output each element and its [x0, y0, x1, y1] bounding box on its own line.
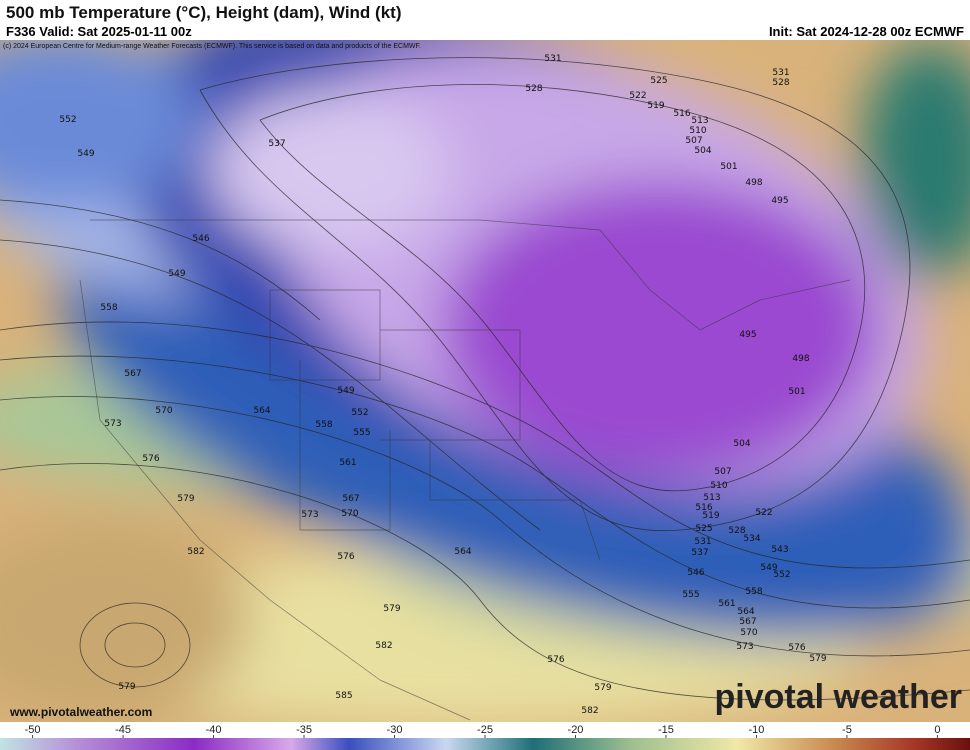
contour-label: 582 [187, 547, 204, 557]
contour-label: 495 [739, 330, 756, 340]
contour-label: 501 [720, 162, 737, 172]
contour-label: 546 [687, 568, 704, 578]
contour-label: 570 [740, 628, 757, 638]
contour-label: 558 [745, 587, 762, 597]
contour-label: 552 [59, 115, 76, 125]
contour-label: 510 [710, 481, 727, 491]
contour-label: 570 [155, 406, 172, 416]
contour-label: 549 [760, 563, 777, 573]
colorbar-label: -20 [568, 724, 584, 736]
contour-label: 564 [737, 607, 754, 617]
colorbar-label: -15 [658, 724, 674, 736]
contour-label: 558 [315, 420, 332, 430]
contour-label: 516 [673, 109, 690, 119]
contour-label: 573 [301, 510, 318, 520]
colorbar-label: -30 [387, 724, 403, 736]
contour-label: 576 [547, 655, 564, 665]
borders [79, 219, 851, 721]
contour-label: 582 [581, 706, 598, 716]
contour-label: 528 [772, 78, 789, 88]
contour-label: 528 [525, 84, 542, 94]
contour-label: 537 [268, 139, 285, 149]
contour-label: 573 [736, 642, 753, 652]
contour-label: 585 [335, 691, 352, 701]
height-contours [0, 57, 970, 701]
colorbar-label: -40 [206, 724, 222, 736]
colorbar-label: -35 [296, 724, 312, 736]
logo: pivotal weather [714, 678, 962, 716]
contour-label: 546 [192, 234, 209, 244]
contour-label: 522 [629, 91, 646, 101]
contour-label: 513 [691, 116, 708, 126]
contour-label: 519 [702, 511, 719, 521]
url: www.pivotalweather.com [9, 705, 152, 719]
contour-label: 501 [788, 387, 805, 397]
title: 500 mb Temperature (°C), Height (dam), W… [6, 3, 401, 22]
init-time: Init: Sat 2024-12-28 00z ECMWF [769, 24, 964, 39]
valid-time: F336 Valid: Sat 2025-01-11 00z [6, 24, 192, 39]
contour-label: 531 [694, 537, 711, 547]
contour-label: 537 [691, 548, 708, 558]
colorbar-label: -50 [25, 724, 41, 736]
contour-label: 504 [694, 146, 711, 156]
contour-label: 576 [788, 643, 805, 653]
contour-label: 519 [647, 101, 664, 111]
contour-label: 555 [353, 428, 370, 438]
map [0, 40, 970, 722]
contour-label: 528 [728, 526, 745, 536]
contour-label: 582 [375, 641, 392, 651]
contour-label: 579 [594, 683, 611, 693]
contour-label: 549 [337, 386, 354, 396]
contour-label: 552 [351, 408, 368, 418]
contour-label: 558 [100, 303, 117, 313]
contour-label: 564 [454, 547, 471, 557]
contour-label: 573 [104, 419, 121, 429]
contour-label: 564 [253, 406, 270, 416]
contour-label: 531 [772, 68, 789, 78]
contour-label: 513 [703, 493, 720, 503]
colorbar-label: -45 [115, 724, 131, 736]
contour-label: 504 [733, 439, 750, 449]
colorbar-label: -5 [842, 724, 852, 736]
contour-label: 555 [682, 590, 699, 600]
contour-label: 510 [689, 126, 706, 136]
contour-label: 561 [718, 599, 735, 609]
contour-label: 549 [168, 269, 185, 279]
contour-label: 579 [118, 682, 135, 692]
contour-label: 516 [695, 503, 712, 513]
contour-label: 507 [685, 136, 702, 146]
contour-label: 579 [177, 494, 194, 504]
contour-label: 507 [714, 467, 731, 477]
contour-label: 561 [339, 458, 356, 468]
colorbar [0, 738, 970, 750]
contour-label: 522 [755, 508, 772, 518]
contour-label: 495 [771, 196, 788, 206]
contour-label: 498 [792, 354, 809, 364]
contour-label: 549 [77, 149, 94, 159]
contour-label: 534 [743, 534, 760, 544]
contour-label: 579 [809, 654, 826, 664]
contour-label: 579 [383, 604, 400, 614]
contour-label: 576 [142, 454, 159, 464]
credit: (c) 2024 European Centre for Medium-rang… [3, 43, 421, 50]
contour-label: 531 [544, 54, 561, 64]
contour-label: 543 [771, 545, 788, 555]
contour-label: 567 [124, 369, 141, 379]
contour-label: 576 [337, 552, 354, 562]
contour-label: 567 [739, 617, 756, 627]
contour-label: 570 [341, 509, 358, 519]
colorbar-label: -25 [477, 724, 493, 736]
contour-label: 498 [745, 178, 762, 188]
contour-label: 567 [342, 494, 359, 504]
colorbar-label: 0 [934, 724, 940, 736]
contour-label: 552 [773, 570, 790, 580]
contour-label: 525 [695, 524, 712, 534]
colorbar-label: -10 [749, 724, 765, 736]
contour-label: 525 [650, 76, 667, 86]
